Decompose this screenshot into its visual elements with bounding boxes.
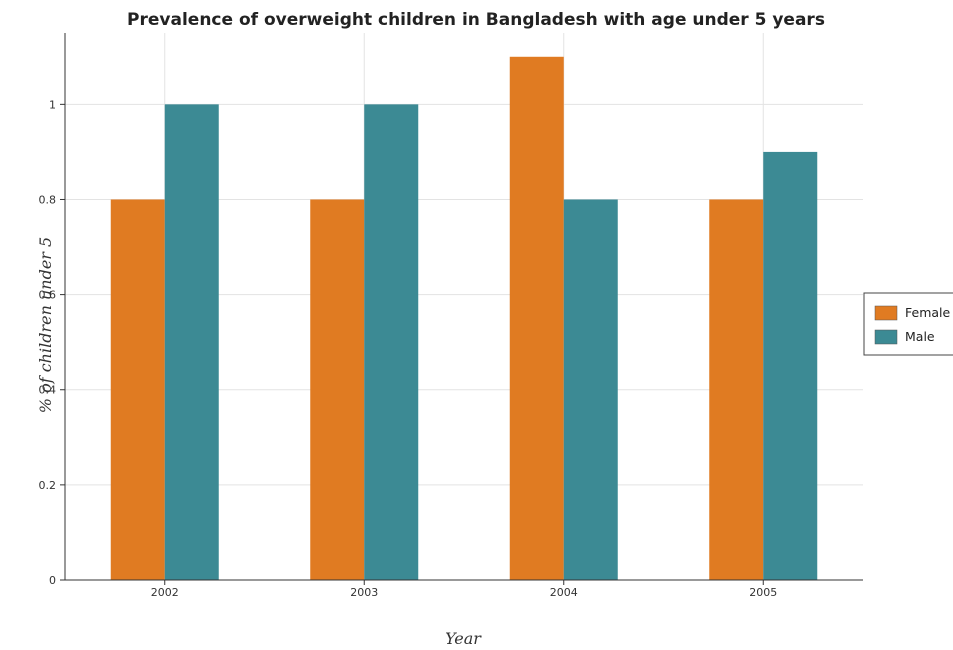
- axes: [60, 33, 863, 585]
- x-axis-label: Year: [445, 629, 482, 648]
- bars: [110, 56, 818, 581]
- bar-female-2004: [509, 56, 564, 581]
- y-tick-label: 0.6: [39, 289, 57, 302]
- tick-labels: 0 0.2 0.4 0.6 0.8 1 2002 2003 2004 2005: [39, 98, 778, 599]
- y-tick-label: 0.2: [39, 479, 57, 492]
- legend-swatch-female: [874, 305, 898, 321]
- x-tick-label: 2005: [749, 586, 777, 599]
- bar-male-2004: [563, 199, 618, 580]
- legend-swatch-male: [874, 329, 898, 345]
- bar-female-2003: [310, 199, 365, 580]
- x-tick-label: 2004: [550, 586, 578, 599]
- legend-label-female: Female: [905, 305, 951, 320]
- y-tick-label: 0.4: [39, 384, 57, 397]
- bar-male-2003: [364, 104, 419, 580]
- y-tick-label: 0: [49, 574, 56, 587]
- legend-box: [863, 292, 953, 356]
- legend-label-male: Male: [905, 329, 935, 344]
- y-axis-label: % of children under 5: [36, 237, 55, 413]
- bar-male-2005: [763, 151, 818, 581]
- chart-title: Prevalence of overweight children in Ban…: [127, 10, 825, 30]
- legend: Female Male: [863, 292, 953, 356]
- bar-male-2002: [164, 104, 219, 580]
- y-tick-label: 0.8: [39, 193, 57, 206]
- bar-female-2002: [110, 199, 165, 580]
- x-tick-label: 2003: [350, 586, 378, 599]
- x-tick-label: 2002: [151, 586, 179, 599]
- bar-female-2005: [709, 199, 764, 580]
- y-tick-label: 1: [49, 98, 56, 111]
